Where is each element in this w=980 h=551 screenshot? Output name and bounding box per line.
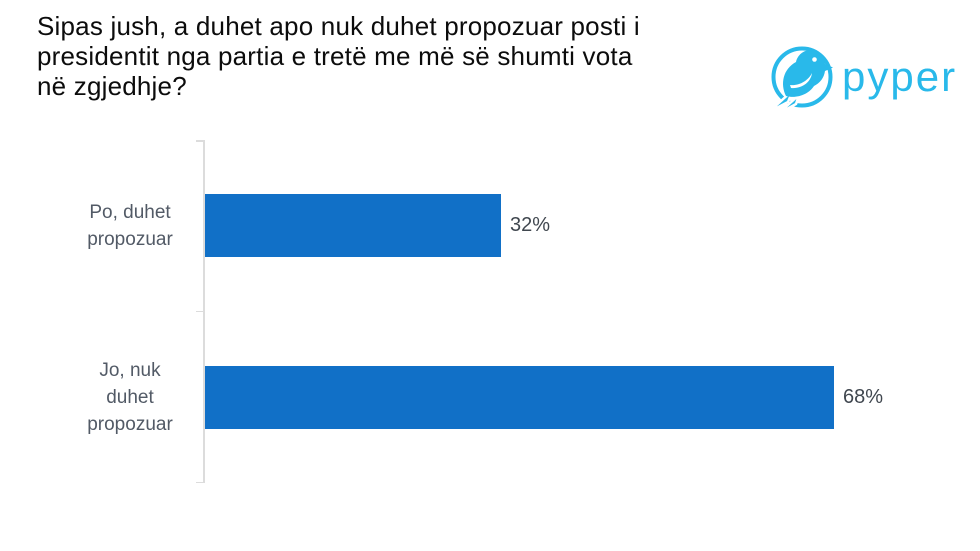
axis-tick-bottom bbox=[196, 481, 203, 483]
pyper-logo-svg: pyper bbox=[768, 46, 957, 116]
axis-tick-top bbox=[196, 140, 203, 142]
bar-po-duhet-propozuar bbox=[205, 194, 501, 258]
value-label-jo: 68% bbox=[843, 385, 884, 408]
pyper-logo: pyper bbox=[766, 38, 966, 118]
bird-in-circle-icon bbox=[768, 46, 833, 116]
bar-jo-nuk-duhet-propozuar bbox=[205, 365, 834, 429]
bar-chart: Po, duhet propozuar Jo, nuk duhet propoz… bbox=[0, 140, 980, 483]
title-line-3: në zgjedhje? bbox=[37, 71, 187, 101]
pyper-logo-text: pyper bbox=[842, 53, 957, 100]
category-label-jo: Jo, nuk duhet propozuar bbox=[87, 359, 173, 435]
value-label-po: 32% bbox=[510, 214, 551, 237]
title-line-2: presidentit nga partia e tretë me më së … bbox=[37, 41, 633, 71]
axis-tick-middle bbox=[196, 310, 203, 312]
title-line-1: Sipas jush, a duhet apo nuk duhet propoz… bbox=[37, 11, 640, 41]
chart-title: Sipas jush, a duhet apo nuk duhet propoz… bbox=[37, 11, 777, 101]
category-label-po: Po, duhet propozuar bbox=[87, 201, 173, 250]
bar-row-po: 32% bbox=[205, 140, 945, 312]
category-axis-labels: Po, duhet propozuar Jo, nuk duhet propoz… bbox=[58, 140, 202, 483]
plot-area: 32% 68% bbox=[196, 140, 945, 484]
bar-row-jo: 68% bbox=[205, 312, 945, 484]
